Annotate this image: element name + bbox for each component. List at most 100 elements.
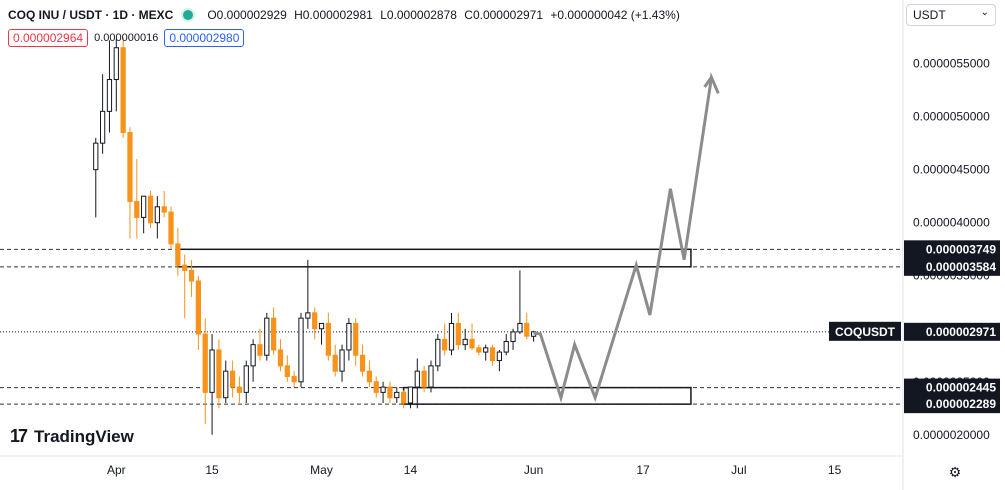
low-value: L0.000002878	[380, 8, 457, 22]
level-price-tag: 0.000003584	[926, 260, 996, 274]
candle-body	[325, 322, 331, 356]
symbol-legend: COQ INU / USDT · 1D · MEXC O0.000002929 …	[8, 6, 684, 24]
candle-body	[291, 375, 297, 383]
candle-body	[134, 200, 140, 218]
y-tick-label: 0.0000020000	[913, 428, 990, 442]
symbol-tag-bg	[829, 321, 901, 341]
candle-body	[448, 322, 455, 351]
candle-body	[209, 349, 215, 393]
candle-body	[141, 195, 147, 218]
candle-body	[120, 47, 126, 134]
candle-body	[168, 211, 174, 245]
candle-body	[339, 349, 345, 372]
symbol-tag: COQUSDT	[835, 325, 896, 339]
last-price-tag-bg	[904, 322, 1000, 341]
level-price-tag: 0.000002445	[926, 381, 996, 395]
candle-body	[202, 333, 208, 393]
x-tick-label: 14	[404, 463, 418, 477]
open-value: O0.000002929	[207, 8, 287, 22]
candle-body	[223, 370, 229, 399]
chevron-down-icon: ⌄	[980, 7, 989, 18]
candle-body	[99, 110, 106, 144]
candle-body	[524, 322, 530, 337]
sell-button[interactable]: 0.000002964	[8, 29, 89, 47]
candle-body	[113, 47, 119, 81]
candle-body	[182, 264, 188, 271]
candle-body	[510, 331, 516, 342]
candle-body	[175, 243, 181, 266]
order-panel: 0.000002964 0.000000016 0.000002980	[8, 29, 245, 47]
candle-body	[359, 354, 366, 372]
candle-body	[476, 347, 482, 353]
candle-body	[469, 338, 475, 349]
symbol-title[interactable]: COQ INU / USDT · 1D · MEXC	[8, 8, 174, 22]
candle-body	[407, 386, 414, 404]
level-price-tag-bg	[904, 395, 1000, 414]
y-tick-label: 0.0000055000	[913, 57, 990, 71]
candle-body	[366, 370, 373, 383]
level-price-tag: 0.000003749	[926, 242, 996, 256]
level-price-tag-bg	[904, 240, 1000, 259]
candle-body	[188, 269, 195, 282]
last-price-tag: 0.000002971	[926, 325, 996, 339]
candle-body	[154, 206, 160, 224]
candle-body	[147, 195, 154, 224]
candle-body	[243, 365, 249, 393]
candle-body	[435, 338, 441, 367]
candle-body	[277, 349, 284, 367]
candle-body	[161, 206, 167, 213]
level-price-tag-bg	[904, 257, 1000, 276]
candle-body	[387, 386, 393, 399]
x-tick-label: Jul	[731, 463, 746, 477]
y-tick-label: 0.0000040000	[913, 216, 990, 230]
candle-body	[318, 322, 325, 330]
candle-body	[428, 365, 434, 388]
projection-arrowhead	[703, 76, 713, 88]
candle-body	[346, 322, 352, 351]
close-value: C0.000002971	[464, 8, 544, 22]
candle-body	[195, 280, 202, 335]
candle-body	[236, 386, 243, 393]
candle-body	[421, 370, 427, 388]
y-tick-label: 0.0000045000	[913, 163, 990, 177]
candle-body	[271, 317, 277, 351]
buy-button[interactable]: 0.000002980	[164, 29, 245, 47]
candle-body	[414, 370, 420, 388]
candle-body	[353, 322, 359, 356]
x-tick-label: 15	[828, 463, 842, 477]
y-tick-label: 0.0000050000	[913, 110, 990, 124]
candle-body	[380, 386, 386, 393]
tradingview-logo-icon: 17	[10, 426, 28, 446]
candle-body	[332, 354, 338, 372]
change-value: +0.000000042 (+1.43%)	[550, 8, 680, 22]
green-dot-icon	[181, 8, 196, 22]
candle-body	[298, 317, 304, 383]
spread-value: 0.000000016	[94, 32, 159, 44]
x-tick-label: Jun	[524, 463, 543, 477]
candle-body	[264, 317, 270, 356]
candle-body	[229, 370, 236, 388]
x-tick-label: 15	[205, 463, 219, 477]
candle-body	[250, 344, 256, 367]
candle-body	[455, 322, 461, 346]
candle-body	[284, 365, 290, 377]
candle-body	[503, 340, 509, 353]
high-value: H0.000002981	[294, 8, 373, 22]
candle-body	[305, 312, 311, 319]
candle-body	[517, 322, 523, 333]
candle-body	[373, 381, 379, 393]
gear-icon[interactable]: ⚙	[948, 464, 962, 480]
x-tick-label: 17	[636, 463, 650, 477]
candle-body	[257, 344, 263, 356]
candle-body	[489, 347, 496, 362]
currency-select[interactable]: USDT ⌄	[906, 4, 996, 26]
candle-body	[93, 142, 99, 171]
level-price-tag-bg	[904, 378, 1000, 397]
candle-body	[462, 338, 468, 346]
level-price-tag: 0.000002289	[926, 397, 996, 411]
candle-body	[216, 349, 222, 399]
tradingview-logo[interactable]: 17 TradingView	[10, 426, 134, 447]
brand-name: TradingView	[34, 426, 134, 446]
candle-body	[127, 132, 133, 202]
